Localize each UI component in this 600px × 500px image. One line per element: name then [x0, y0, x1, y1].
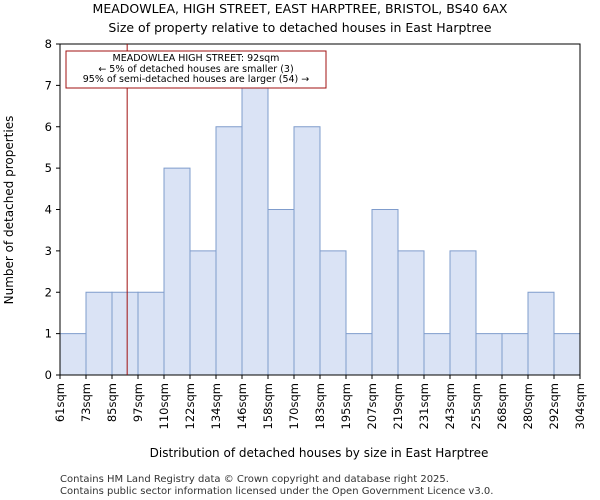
x-tick-label: 122sqm: [183, 383, 197, 429]
histogram-bar: [475, 333, 503, 376]
histogram-bar: [59, 333, 87, 376]
y-tick-label: 0: [45, 368, 52, 382]
property-annotation: MEADOWLEA HIGH STREET: 92sqm ← 5% of det…: [65, 50, 327, 89]
x-tick-label: 255sqm: [469, 383, 483, 429]
x-tick-label: 61sqm: [53, 383, 67, 422]
histogram-bar: [501, 333, 529, 376]
annotation-line-larger: 95% of semi-detached houses are larger (…: [83, 74, 310, 85]
y-axis-label: Number of detached properties: [2, 116, 16, 305]
x-tick-label: 207sqm: [365, 383, 379, 429]
x-tick-label: 97sqm: [131, 383, 145, 422]
x-tick-label: 231sqm: [417, 383, 431, 429]
x-tick-label: 134sqm: [209, 383, 223, 429]
x-tick-label: 268sqm: [495, 383, 509, 429]
histogram-bar: [319, 250, 347, 376]
histogram-bar: [345, 333, 373, 376]
x-axis-ticks: 61sqm 73sqm 85sqm 97sqm 110sqm 122sqm 134sqm 14…: [53, 375, 587, 429]
histogram-bar: [449, 250, 477, 376]
histogram-bar: [85, 291, 113, 376]
x-tick-label: 146sqm: [235, 383, 249, 429]
x-tick-label: 304sqm: [573, 383, 587, 429]
x-tick-label: 85sqm: [105, 383, 119, 422]
histogram-bar: [397, 250, 425, 376]
y-tick-label: 2: [45, 285, 52, 299]
bars-group: [59, 84, 581, 376]
x-tick-label: 195sqm: [339, 383, 353, 429]
annotation-line-title: MEADOWLEA HIGH STREET: 92sqm: [113, 53, 280, 64]
x-tick-label: 158sqm: [261, 383, 275, 429]
y-tick-label: 4: [45, 203, 52, 217]
histogram-bar: [163, 167, 191, 376]
annotation-line-smaller: ← 5% of detached houses are smaller (3): [98, 64, 293, 75]
histogram-bar: [241, 84, 269, 376]
x-axis-label: Distribution of detached houses by size …: [150, 446, 489, 460]
histogram-bar: [371, 209, 399, 376]
x-tick-label: 292sqm: [547, 383, 561, 429]
x-tick-label: 183sqm: [313, 383, 327, 429]
histogram-bar: [215, 126, 243, 376]
y-tick-label: 6: [45, 120, 52, 134]
histogram-bar: [111, 291, 139, 376]
x-tick-label: 280sqm: [521, 383, 535, 429]
histogram-bar: [553, 333, 581, 376]
y-tick-label: 8: [45, 37, 52, 51]
x-tick-label: 73sqm: [79, 383, 93, 422]
y-tick-label: 1: [45, 327, 52, 341]
x-tick-label: 219sqm: [391, 383, 405, 429]
x-tick-label: 170sqm: [287, 383, 301, 429]
x-tick-label: 110sqm: [157, 383, 171, 429]
plot-frame: [59, 43, 581, 376]
histogram-bar: [527, 291, 555, 376]
footer-line-1: Contains HM Land Registry data © Crown c…: [60, 474, 449, 485]
y-tick-label: 3: [45, 244, 52, 258]
footer-line-2: Contains public sector information licen…: [60, 486, 493, 497]
y-tick-label: 5: [45, 161, 52, 175]
y-tick-label: 7: [45, 78, 52, 92]
x-tick-label: 243sqm: [443, 383, 457, 429]
histogram-bar: [423, 333, 451, 376]
chart-title: MEADOWLEA, HIGH STREET, EAST HARPTREE, B…: [93, 1, 508, 16]
histogram-bar: [189, 250, 217, 376]
histogram-bar: [267, 209, 295, 376]
histogram-bar: [293, 126, 321, 376]
chart-subtitle: Size of property relative to detached ho…: [108, 20, 491, 35]
histogram-bar: [137, 291, 165, 376]
annotation-box: [65, 50, 327, 89]
y-axis-ticks: 0 1 2 3 4 5 6 7 8: [45, 37, 60, 382]
